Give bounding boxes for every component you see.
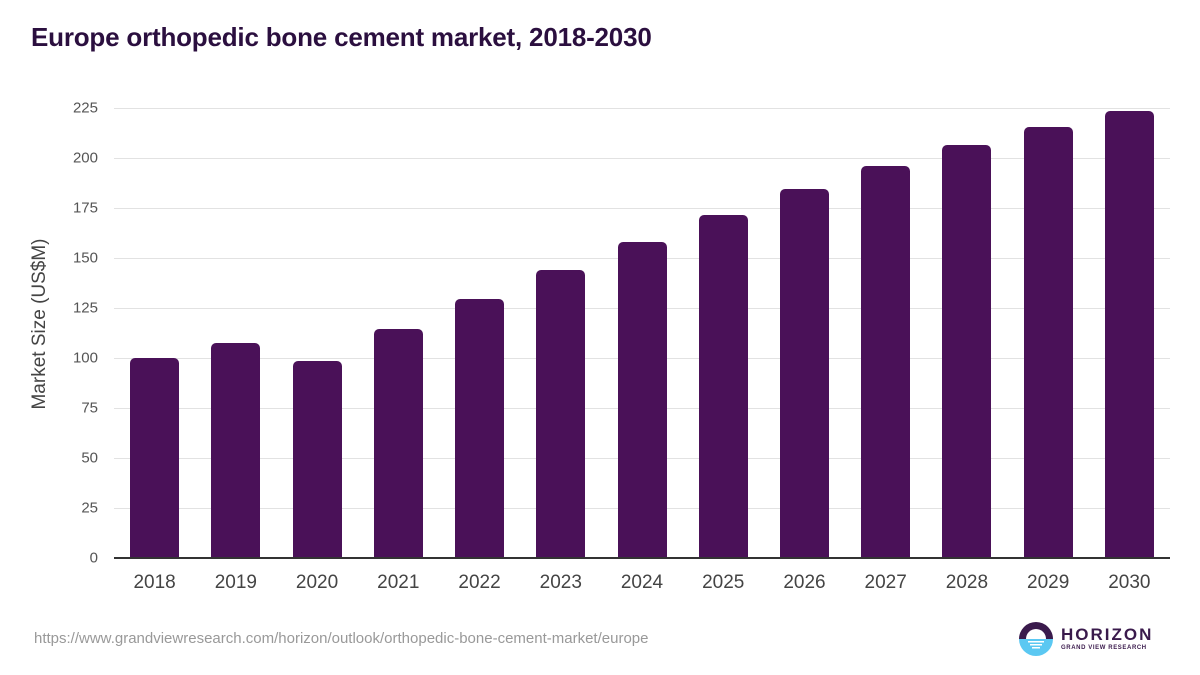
y-tick-label: 125 [72,299,98,317]
x-tick-label: 2027 [864,572,907,593]
gridline [114,158,1170,159]
bar-2026[interactable] [779,189,829,558]
y-tick-label: 0 [89,549,98,567]
y-tick-label: 200 [72,149,98,167]
y-tick-label: 225 [72,99,98,117]
x-tick-label: 2026 [783,572,826,593]
x-tick-label: 2020 [295,572,339,593]
x-tick-label: 2023 [539,572,582,593]
y-tick-label: 50 [81,449,98,467]
bar-2018[interactable] [130,357,180,558]
x-tick-label: 2025 [702,572,745,593]
x-axis-line [114,557,1170,559]
x-tick-label: 2022 [458,572,501,593]
logo-subtitle: GRAND VIEW RESEARCH [1061,645,1147,651]
y-tick-label: 100 [72,349,98,367]
bar-2019[interactable] [211,342,261,558]
y-tick-label: 75 [81,399,98,417]
bar-2020[interactable] [292,360,342,558]
bar-2022[interactable] [455,299,505,558]
bar-2029[interactable] [1023,127,1073,558]
bar-2028[interactable] [942,145,992,558]
horizon-logo: HORIZON GRAND VIEW RESEARCH [1019,622,1159,658]
bar-2027[interactable] [861,166,911,558]
logo-name: HORIZON [1061,625,1154,644]
bar-2024[interactable] [617,242,667,558]
bar-2023[interactable] [536,270,586,558]
bar-2025[interactable] [698,215,748,558]
x-tick-label: 2019 [214,572,257,593]
x-tick-label: 2028 [945,572,989,593]
x-tick-label: 2030 [1108,572,1151,593]
x-tick-label: 2021 [377,572,420,593]
x-tick-label: 2029 [1027,572,1070,593]
y-tick-label: 175 [72,199,98,217]
chart-title: Europe orthopedic bone cement market, 20… [31,22,652,52]
gridline [114,208,1170,209]
horizon-logo-icon [1019,622,1053,656]
y-tick-label: 150 [72,249,98,267]
x-tick-label: 2024 [620,572,664,593]
source-url: https://www.grandviewresearch.com/horizo… [34,630,649,647]
gridline [114,108,1170,109]
x-tick-label: 2018 [133,572,176,593]
bar-2030[interactable] [1104,110,1154,558]
y-tick-label: 25 [81,499,98,517]
plot-area [114,108,1170,558]
bar-2021[interactable] [373,329,423,558]
